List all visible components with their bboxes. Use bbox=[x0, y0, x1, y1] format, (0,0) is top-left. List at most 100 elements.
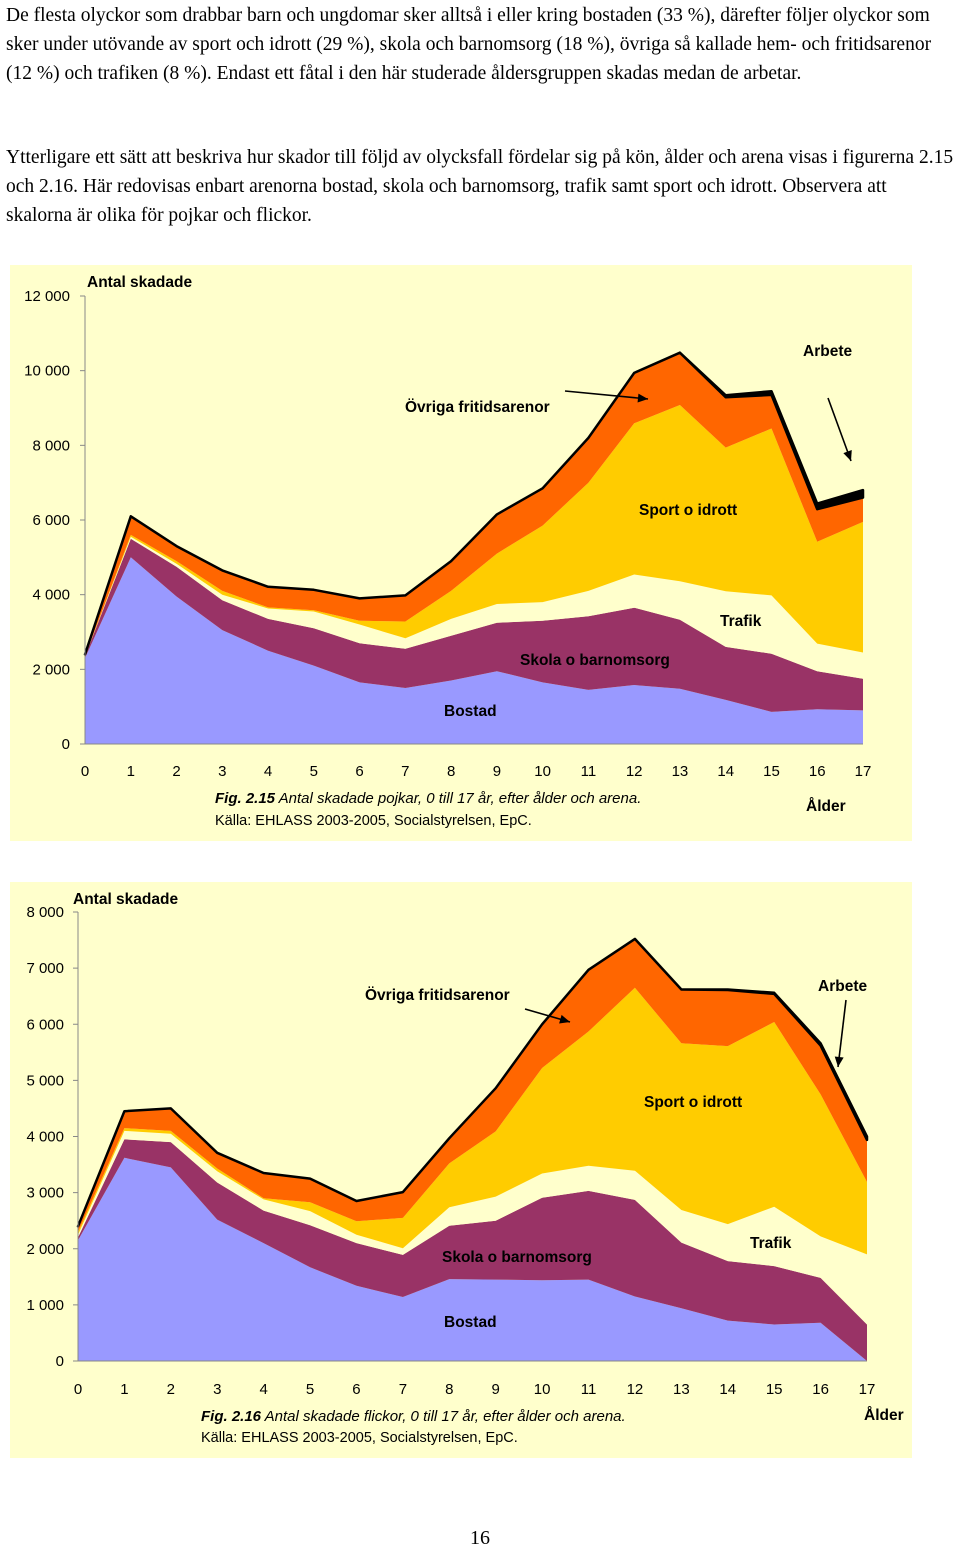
y-tick-label: 6 000 bbox=[32, 512, 70, 529]
x-tick-label: 3 bbox=[213, 1381, 221, 1398]
x-tick-label: 4 bbox=[264, 763, 272, 780]
x-tick-label: 10 bbox=[534, 1381, 551, 1398]
y-tick-label: 2 000 bbox=[32, 661, 70, 678]
area-skola bbox=[78, 1139, 867, 1361]
series-label-sport: Sport o idrott bbox=[644, 1094, 742, 1111]
x-axis-title: Ålder bbox=[806, 798, 846, 815]
x-tick-label: 13 bbox=[672, 763, 689, 780]
arrow-ovriga bbox=[524, 1008, 571, 1024]
y-tick-label: 8 000 bbox=[32, 437, 70, 454]
area-trafik bbox=[78, 1130, 867, 1325]
arrow-ovriga-head bbox=[637, 393, 648, 403]
y-tick-label: 7 000 bbox=[26, 960, 64, 977]
figure-caption: Fig. 2.16 Antal skadade flickor, 0 till … bbox=[201, 1408, 626, 1425]
arrow-arbete bbox=[834, 999, 847, 1068]
series-label-skola: Skola o barnomsorg bbox=[442, 1249, 592, 1266]
x-tick-label: 6 bbox=[352, 1381, 360, 1398]
series-label-bostad: Bostad bbox=[444, 1314, 497, 1331]
x-tick-label: 14 bbox=[719, 1381, 736, 1398]
figure-source: Källa: EHLASS 2003-2005, Socialstyrelsen… bbox=[215, 813, 532, 829]
arrow-arbete-shaft bbox=[827, 397, 852, 462]
figure-number: Fig. 2.15 bbox=[215, 790, 276, 807]
x-tick-label: 5 bbox=[310, 763, 318, 780]
x-tick-label: 14 bbox=[717, 763, 734, 780]
x-tick-label: 7 bbox=[399, 1381, 407, 1398]
y-tick-label: 1 000 bbox=[26, 1297, 64, 1314]
x-tick-label: 2 bbox=[167, 1381, 175, 1398]
x-tick-label: 11 bbox=[581, 763, 597, 780]
area-skola bbox=[85, 538, 863, 712]
x-tick-label: 1 bbox=[127, 763, 135, 780]
x-tick-label: 0 bbox=[74, 1381, 82, 1398]
x-tick-label: 9 bbox=[493, 763, 501, 780]
x-tick-label: 8 bbox=[445, 1381, 453, 1398]
figure-caption-text: Antal skadade flickor, 0 till 17 år, eft… bbox=[261, 1408, 626, 1425]
x-tick-label: 15 bbox=[763, 763, 780, 780]
y-tick-label: 10 000 bbox=[24, 363, 70, 380]
area-arbete bbox=[83, 351, 865, 656]
area-bostad bbox=[85, 557, 863, 744]
page-number: 16 bbox=[470, 1527, 490, 1549]
area-arbete bbox=[76, 937, 869, 1228]
x-tick-label: 17 bbox=[855, 763, 872, 780]
arrow-ovriga bbox=[564, 390, 649, 403]
y-tick-label: 0 bbox=[62, 736, 70, 753]
x-tick-label: 1 bbox=[120, 1381, 128, 1398]
x-tick-label: 16 bbox=[812, 1381, 829, 1398]
x-tick-label: 0 bbox=[81, 763, 89, 780]
x-tick-label: 12 bbox=[626, 763, 643, 780]
series-label-skola: Skola o barnomsorg bbox=[520, 652, 670, 669]
y-tick-label: 0 bbox=[56, 1353, 64, 1370]
x-tick-label: 6 bbox=[355, 763, 363, 780]
x-tick-label: 3 bbox=[218, 763, 226, 780]
paragraph-figure-intro: Ytterligare ett sätt att beskriva hur sk… bbox=[6, 147, 954, 226]
series-label-arbete: Arbete bbox=[803, 343, 852, 360]
x-tick-label: 11 bbox=[581, 1381, 597, 1398]
arrow-arbete bbox=[827, 397, 852, 462]
series-label-arbete: Arbete bbox=[818, 978, 867, 995]
x-tick-label: 7 bbox=[401, 763, 409, 780]
arrow-arbete-head bbox=[834, 1056, 844, 1067]
figure-number: Fig. 2.16 bbox=[201, 1408, 262, 1425]
arrow-ovriga-shaft bbox=[564, 390, 649, 400]
paragraph-arena-summary: De flesta olyckor som drabbar barn och u… bbox=[6, 5, 932, 84]
arrow-arbete-head bbox=[843, 450, 852, 461]
y-axis-title: Antal skadade bbox=[87, 274, 192, 291]
x-tick-label: 15 bbox=[766, 1381, 783, 1398]
area-ovriga bbox=[78, 938, 867, 1232]
series-label-trafik: Trafik bbox=[750, 1235, 792, 1252]
y-tick-label: 4 000 bbox=[32, 587, 70, 604]
series-label-ovriga: Övriga fritidsarenor bbox=[405, 399, 550, 416]
y-tick-label: 8 000 bbox=[26, 904, 64, 921]
x-tick-label: 9 bbox=[492, 1381, 500, 1398]
area-sport bbox=[85, 405, 863, 657]
x-tick-label: 12 bbox=[627, 1381, 644, 1398]
figure-caption-text: Antal skadade pojkar, 0 till 17 år, efte… bbox=[275, 790, 641, 807]
y-tick-label: 6 000 bbox=[26, 1016, 64, 1033]
series-label-ovriga: Övriga fritidsarenor bbox=[365, 987, 510, 1004]
area-sport bbox=[78, 987, 867, 1255]
arrow-ovriga-head bbox=[559, 1014, 570, 1024]
y-tick-label: 5 000 bbox=[26, 1072, 64, 1089]
x-tick-label: 16 bbox=[809, 763, 826, 780]
x-tick-label: 8 bbox=[447, 763, 455, 780]
series-label-sport: Sport o idrott bbox=[639, 502, 737, 519]
x-tick-label: 13 bbox=[673, 1381, 690, 1398]
arrow-arbete-shaft bbox=[837, 999, 847, 1068]
area-trafik bbox=[85, 536, 863, 679]
x-tick-label: 4 bbox=[259, 1381, 267, 1398]
y-tick-label: 2 000 bbox=[26, 1241, 64, 1258]
x-axis-title: Ålder bbox=[864, 1407, 904, 1424]
x-tick-label: 5 bbox=[306, 1381, 314, 1398]
figure-source: Källa: EHLASS 2003-2005, Socialstyrelsen… bbox=[201, 1430, 518, 1446]
x-tick-label: 2 bbox=[172, 763, 180, 780]
series-label-bostad: Bostad bbox=[444, 703, 497, 720]
y-tick-label: 3 000 bbox=[26, 1185, 64, 1202]
y-tick-label: 4 000 bbox=[26, 1129, 64, 1146]
y-tick-label: 12 000 bbox=[24, 288, 70, 305]
x-tick-label: 17 bbox=[859, 1381, 876, 1398]
series-label-trafik: Trafik bbox=[720, 613, 762, 630]
y-axis-title: Antal skadade bbox=[73, 891, 178, 908]
